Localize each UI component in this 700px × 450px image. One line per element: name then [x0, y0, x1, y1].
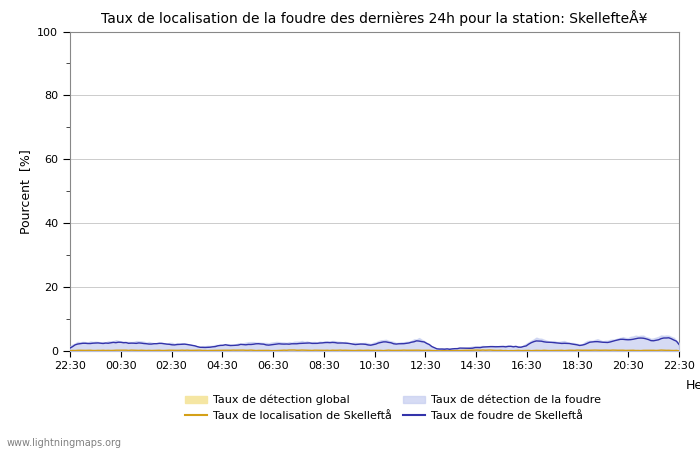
- Text: www.lightningmaps.org: www.lightningmaps.org: [7, 438, 122, 448]
- Text: Heure: Heure: [686, 379, 700, 392]
- Legend: Taux de détection global, Taux de localisation de Skelleftå, Taux de détection d: Taux de détection global, Taux de locali…: [186, 395, 601, 421]
- Y-axis label: Pourcent  [%]: Pourcent [%]: [19, 149, 32, 234]
- Title: Taux de localisation de la foudre des dernières 24h pour la station: SkellefteÅ¥: Taux de localisation de la foudre des de…: [102, 10, 648, 26]
